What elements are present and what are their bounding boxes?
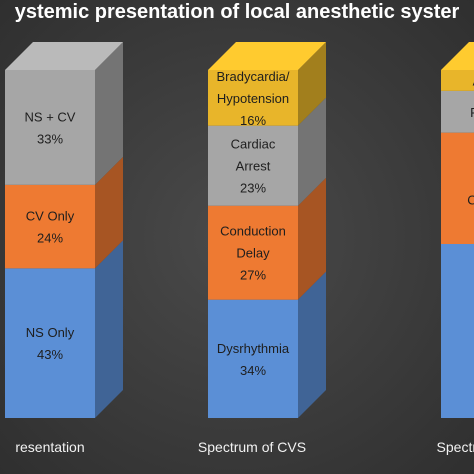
segment-label: Bradycardia/ [217, 69, 290, 84]
bar-segment-top [441, 42, 474, 70]
category-label: Spectrum of CVS [198, 439, 306, 455]
segment-label: Cardiac [231, 137, 276, 152]
segment-label: Delay [236, 246, 270, 261]
bar-segment [208, 299, 298, 418]
bar-segment-side [95, 240, 123, 418]
category-label: Spectrum i [437, 439, 474, 455]
segment-label: Hypotension [217, 91, 289, 106]
category-label: resentation [15, 439, 84, 455]
segment-value-label: 27% [240, 268, 266, 283]
bar-segment-top [5, 42, 123, 70]
segment-label: Argit [473, 73, 474, 88]
bar-segment [441, 70, 474, 91]
bar-group-1: NS Only 43% CV Only 24% NS + CV 33% [5, 42, 123, 418]
bar-segment [5, 268, 95, 418]
bar-segment [441, 90, 474, 133]
bar-segment [208, 205, 298, 300]
segment-value-label: 16% [240, 113, 266, 128]
segment-value-label: 23% [240, 181, 266, 196]
segment-value-label: 24% [37, 231, 63, 246]
chart-title: ystemic presentation of local anesthetic… [0, 0, 474, 26]
bar-segment-side [95, 156, 123, 269]
bar-segment [208, 70, 298, 126]
segment-value-label: 34% [240, 363, 266, 378]
segment-label: CV Only [26, 209, 75, 224]
bar-segment [5, 184, 95, 269]
segment-label: Dysrhythmia [217, 341, 290, 356]
bar-segment-side [95, 42, 123, 185]
bar-segment-top [208, 42, 326, 70]
bar-segment-side [298, 271, 326, 418]
segment-label: Arrest [236, 159, 271, 174]
segment-label: Conse [467, 192, 474, 207]
chart-title-text: ystemic presentation of local anesthetic… [14, 1, 460, 23]
segment-value-label: 33% [37, 131, 63, 146]
bar-segment-side [298, 97, 326, 206]
bar-segment [208, 125, 298, 206]
segment-label: Prodr [470, 105, 474, 120]
bar-segment-side [298, 42, 326, 126]
bar-segment [5, 70, 95, 185]
bar-segment [441, 244, 474, 418]
segment-label: Conduction [220, 224, 286, 239]
segment-label: NS Only [26, 325, 75, 340]
bar-group-2: Dysrhythmia 34% Conduction Delay 27% Cardiac A… [208, 42, 326, 418]
segment-label: NS + CV [25, 109, 76, 124]
segment-value-label: 43% [37, 347, 63, 362]
bar-segment [441, 132, 474, 244]
bar-segment-side [298, 177, 326, 300]
bar-group-3: SeLeConseProdrArgit [441, 42, 474, 418]
